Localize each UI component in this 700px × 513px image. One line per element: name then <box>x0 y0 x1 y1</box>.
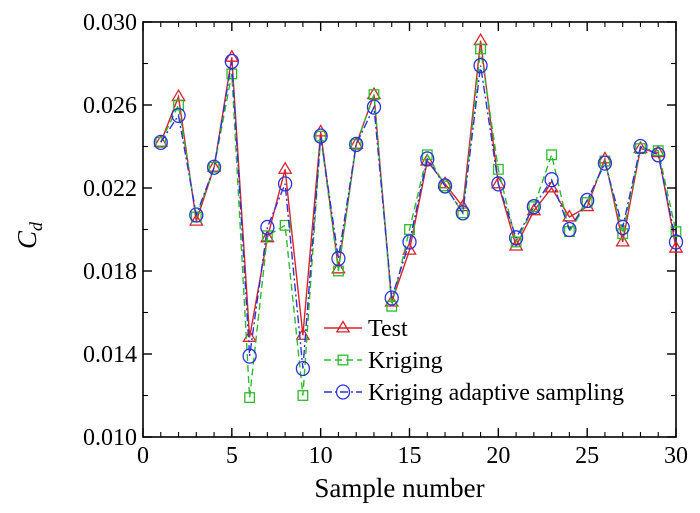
data-point <box>508 230 524 246</box>
data-point <box>439 180 451 192</box>
data-point <box>617 228 629 240</box>
data-point <box>332 265 344 277</box>
x-tick-label: 30 <box>664 443 688 469</box>
data-point <box>295 360 311 377</box>
data-point <box>615 219 630 236</box>
y-tick-label: 0.026 <box>83 93 137 119</box>
data-point <box>277 176 293 192</box>
data-point <box>475 43 487 55</box>
legend-label: Kriging adaptive sampling <box>368 380 624 406</box>
data-point <box>277 161 293 174</box>
ticks-layer: 0 5 10 15 20 25 30 0.010 0.014 0.018 0.022 0.026 0.0… <box>83 10 688 469</box>
data-point <box>492 163 504 175</box>
x-tick-label: 0 <box>137 443 149 469</box>
legend-label: Kriging <box>368 348 443 374</box>
data-point <box>526 199 542 215</box>
data-point <box>171 107 186 124</box>
data-point <box>206 159 222 172</box>
data-point <box>224 53 239 70</box>
y-tick-label: 0.030 <box>83 10 137 36</box>
series-line <box>160 61 677 369</box>
data-point <box>153 134 168 151</box>
y-tick-label: 0.018 <box>83 259 137 285</box>
series-circle <box>153 53 684 377</box>
data-point <box>315 130 327 142</box>
data-point <box>244 392 256 404</box>
data-point <box>331 261 346 274</box>
data-point <box>260 219 275 236</box>
x-tick-label: 20 <box>486 443 510 469</box>
data-point <box>279 219 291 231</box>
series-line <box>160 48 677 398</box>
data-point <box>366 99 382 115</box>
y-axis-title-sub: d <box>26 221 46 231</box>
data-point <box>206 159 222 175</box>
y-tick-label: 0.014 <box>83 342 137 368</box>
data-point <box>562 221 577 238</box>
data-point <box>633 138 648 155</box>
series-line <box>160 40 677 338</box>
data-point <box>615 234 631 247</box>
data-point <box>402 234 417 250</box>
data-point <box>633 140 648 154</box>
data-point <box>544 172 559 188</box>
data-point <box>189 207 204 223</box>
data-point <box>508 238 524 251</box>
data-point <box>384 290 399 306</box>
data-point <box>580 192 595 209</box>
data-point <box>386 300 398 312</box>
data-point <box>313 128 328 144</box>
data-point <box>242 348 257 364</box>
y-axis-title: Cd <box>12 221 46 249</box>
data-point <box>491 176 506 192</box>
legend: Test Kriging Kriging adaptive sampling <box>324 316 624 406</box>
legend-marker <box>337 354 349 366</box>
data-point <box>331 250 346 267</box>
x-axis-title: Sample number <box>314 473 484 503</box>
data-point <box>261 230 273 242</box>
data-point <box>297 390 309 401</box>
data-point <box>153 134 169 147</box>
series-layer <box>153 32 684 404</box>
x-tick-label: 10 <box>309 443 333 469</box>
data-point <box>437 176 453 189</box>
data-point <box>173 99 184 111</box>
data-point <box>668 234 684 250</box>
data-point <box>350 138 362 150</box>
y-tick-label: 0.022 <box>83 176 137 202</box>
data-point <box>546 149 558 161</box>
x-tick-label: 25 <box>575 443 599 469</box>
legend-label: Test <box>368 316 408 342</box>
data-point <box>526 203 542 216</box>
data-point <box>402 242 417 255</box>
data-point <box>437 178 453 194</box>
data-point <box>651 147 666 163</box>
series-triangle <box>153 32 684 342</box>
data-point <box>455 205 470 221</box>
x-tick-label: 5 <box>226 443 238 469</box>
data-point <box>349 136 364 153</box>
data-point <box>155 136 167 148</box>
x-tick-label: 15 <box>398 443 422 469</box>
data-point <box>366 86 382 100</box>
data-point <box>668 240 684 253</box>
data-point <box>368 89 380 101</box>
data-point <box>528 201 540 213</box>
legend-marker <box>335 384 351 400</box>
y-axis-title-main: C <box>12 230 42 249</box>
data-point <box>208 161 220 173</box>
data-point <box>597 155 613 171</box>
y-tick-label: 0.010 <box>83 425 137 451</box>
data-point <box>473 57 488 74</box>
data-point <box>670 226 682 238</box>
data-point <box>188 213 204 226</box>
legend-marker <box>335 320 351 333</box>
data-point <box>420 151 435 167</box>
